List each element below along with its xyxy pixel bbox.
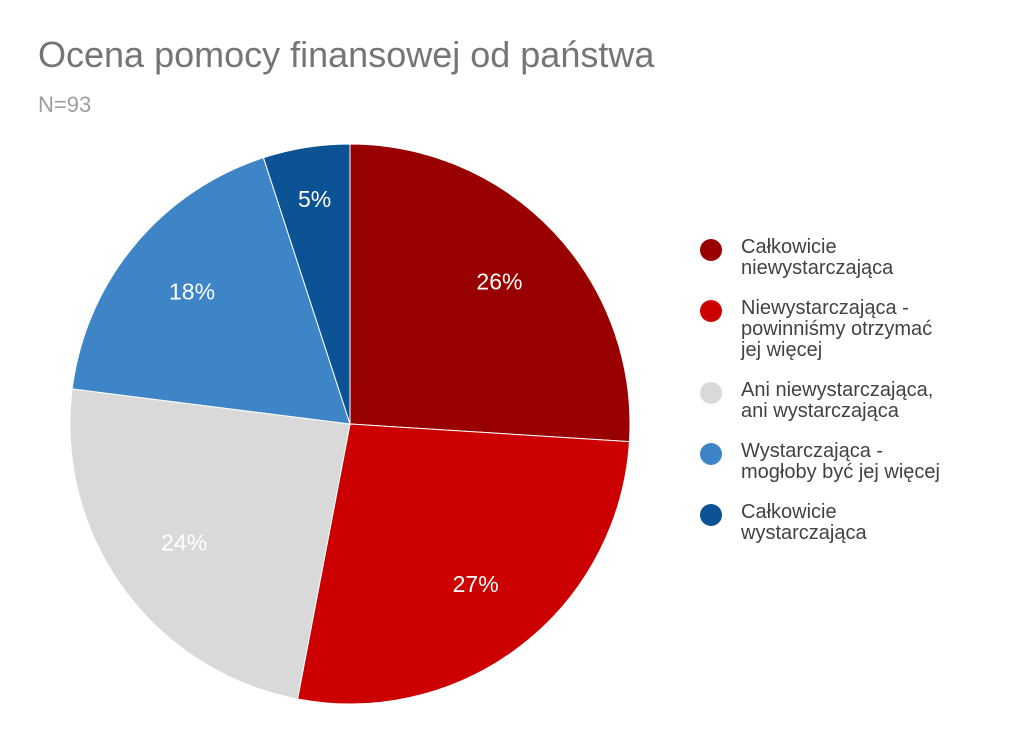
legend-item: Całkowicie wystarczająca (700, 502, 940, 544)
legend-label: Całkowicie wystarczająca (741, 501, 867, 544)
legend-swatch (700, 382, 722, 404)
data-label: 24% (161, 530, 207, 556)
data-label: 5% (298, 186, 331, 212)
chart-title: Ocena pomocy finansowej od państwa (38, 34, 655, 75)
chart-subtitle: N=93 (38, 92, 92, 117)
legend-swatch (700, 443, 722, 465)
legend-label: Wystarczająca - mogłoby być jej więcej (741, 440, 940, 483)
legend-swatch (700, 504, 722, 526)
legend-item: Niewystarczająca - powinniśmy otrzymać j… (700, 298, 940, 361)
pie-slice (71, 157, 351, 425)
pie-slice (262, 143, 351, 425)
legend-label: Niewystarczająca - powinniśmy otrzymać j… (741, 297, 933, 361)
data-label: 18% (169, 278, 215, 304)
legend-item: Wystarczająca - mogłoby być jej więcej (700, 441, 940, 483)
pie-slice (296, 423, 630, 705)
legend-item: Ani niewystarczająca, ani wystarczająca (700, 380, 940, 422)
pie-slice (69, 388, 351, 700)
legend: Całkowicie niewystarczająca Niewystarczaj… (700, 237, 940, 563)
legend-label: Całkowicie niewystarczająca (741, 236, 894, 279)
legend-swatch (700, 239, 722, 261)
legend-label: Ani niewystarczająca, ani wystarczająca (741, 379, 934, 422)
data-label: 27% (453, 571, 499, 597)
pie-slice (349, 143, 631, 443)
legend-item: Całkowicie niewystarczająca (700, 237, 940, 279)
legend-swatch (700, 300, 722, 322)
data-label: 26% (476, 269, 522, 295)
